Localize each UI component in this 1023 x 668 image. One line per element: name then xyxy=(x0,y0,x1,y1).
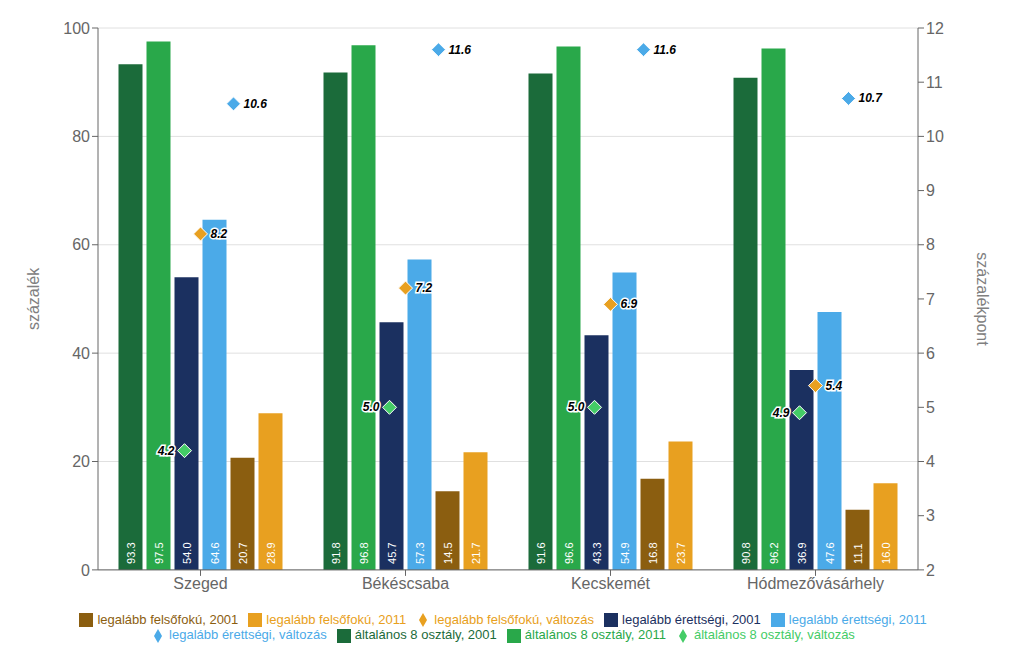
svg-text:Kecskemét: Kecskemét xyxy=(571,575,651,592)
svg-text:5: 5 xyxy=(926,399,935,416)
svg-text:5.0: 5.0 xyxy=(363,400,380,414)
svg-text:20: 20 xyxy=(72,453,90,470)
svg-text:6.9: 6.9 xyxy=(621,297,638,311)
html-text:általános 8 osztály, 2011: általános 8 osztály, 2011 xyxy=(524,627,666,643)
svg-text:10.6: 10.6 xyxy=(244,97,268,111)
svg-text:7: 7 xyxy=(926,291,935,308)
svg-text:64.6: 64.6 xyxy=(209,542,221,563)
html-text:legalább felsőfokú, 2011: legalább felsőfokú, 2011 xyxy=(266,611,407,627)
svg-text:11.6: 11.6 xyxy=(654,43,677,57)
svg-text:16.8: 16.8 xyxy=(647,542,659,563)
svg-text:60: 60 xyxy=(72,236,90,253)
svg-text:93.3: 93.3 xyxy=(125,542,137,563)
svg-text:57.3: 57.3 xyxy=(414,542,426,563)
svg-text:3: 3 xyxy=(926,507,935,524)
svg-text:45.7: 45.7 xyxy=(386,542,398,563)
html-text:általános 8 osztály, 2001: általános 8 osztály, 2001 xyxy=(354,627,497,643)
svg-text:10: 10 xyxy=(926,128,944,145)
svg-text:36.9: 36.9 xyxy=(796,542,808,563)
svg-text:10.7: 10.7 xyxy=(859,91,884,105)
svg-text:80: 80 xyxy=(72,128,90,145)
svg-text:11.6: 11.6 xyxy=(449,43,472,57)
svg-text:91.8: 91.8 xyxy=(330,542,342,563)
svg-text:8: 8 xyxy=(926,236,935,253)
html-text:legalább felsőfokú, 2001: legalább felsőfokú, 2001 xyxy=(97,611,239,627)
html-text:legalább érettségi, változás: legalább érettségi, változás xyxy=(169,627,327,643)
svg-text:21.7: 21.7 xyxy=(470,542,482,563)
svg-text:16.0: 16.0 xyxy=(880,542,892,563)
svg-text:4.2: 4.2 xyxy=(157,444,175,458)
svg-text:Hódmezővásárhely: Hódmezővásárhely xyxy=(747,575,884,592)
svg-text:7.2: 7.2 xyxy=(416,281,433,295)
svg-text:40: 40 xyxy=(72,345,90,362)
svg-text:százalék: százalék xyxy=(25,267,42,330)
svg-text:96.2: 96.2 xyxy=(768,542,780,563)
html-text:legalább érettségi, 2011: legalább érettségi, 2011 xyxy=(788,611,927,627)
svg-text:4: 4 xyxy=(926,453,935,470)
html-text:általános 8 osztály, változás: általános 8 osztály, változás xyxy=(694,627,855,643)
svg-text:5.4: 5.4 xyxy=(826,379,843,393)
svg-text:11: 11 xyxy=(926,74,943,91)
svg-text:11.1: 11.1 xyxy=(852,543,864,564)
svg-text:54.0: 54.0 xyxy=(181,542,193,563)
svg-text:Békéscsaba: Békéscsaba xyxy=(362,575,449,592)
svg-text:90.8: 90.8 xyxy=(740,542,752,563)
svg-text:14.5: 14.5 xyxy=(442,542,454,563)
svg-text:23.7: 23.7 xyxy=(675,542,687,563)
svg-text:97.5: 97.5 xyxy=(153,542,165,563)
svg-text:5.0: 5.0 xyxy=(568,400,585,414)
html-text:legalább felsőfokú, változás: legalább felsőfokú, változás xyxy=(434,611,594,627)
svg-text:47.6: 47.6 xyxy=(824,542,836,563)
svg-text:0: 0 xyxy=(81,562,90,579)
svg-text:9: 9 xyxy=(926,182,935,199)
svg-text:96.6: 96.6 xyxy=(563,542,575,563)
svg-text:Szeged: Szeged xyxy=(173,575,227,592)
svg-text:8.2: 8.2 xyxy=(211,227,228,241)
svg-text:12: 12 xyxy=(926,20,944,37)
svg-text:2: 2 xyxy=(926,562,935,579)
svg-text:4.9: 4.9 xyxy=(772,406,790,420)
svg-text:54.9: 54.9 xyxy=(619,542,631,563)
svg-text:96.8: 96.8 xyxy=(358,542,370,563)
svg-text:20.7: 20.7 xyxy=(237,542,249,563)
svg-text:100: 100 xyxy=(63,20,90,37)
svg-text:91.6: 91.6 xyxy=(535,542,547,563)
html-text:legalább érettségi, 2001: legalább érettségi, 2001 xyxy=(622,611,761,627)
svg-text:28.9: 28.9 xyxy=(265,542,277,563)
svg-text:6: 6 xyxy=(926,345,935,362)
svg-text:százalékpont: százalékpont xyxy=(974,252,991,346)
svg-text:43.3: 43.3 xyxy=(591,542,603,563)
